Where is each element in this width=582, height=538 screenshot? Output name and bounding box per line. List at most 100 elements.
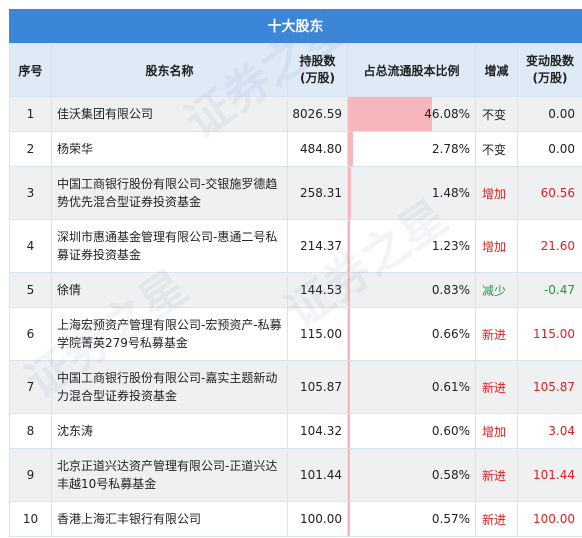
- share-ratio-cell: 1.48%: [347, 166, 476, 220]
- shareholder-name: 深圳市惠通基金管理有限公司-惠通二号私募证券投资基金: [51, 219, 288, 273]
- share-ratio-text: 0.60%: [431, 424, 470, 438]
- holding-shares: 105.87: [287, 360, 348, 414]
- shareholder-name: 杨荣华: [51, 131, 288, 167]
- shareholder-name: 中国工商银行股份有限公司-交银施罗德趋势优先混合型证券投资基金: [51, 166, 288, 220]
- change-amount: 0.00: [517, 96, 582, 132]
- change-amount: 21.60: [517, 219, 582, 273]
- share-ratio-cell: 46.08%: [347, 96, 476, 132]
- top-ten-shareholders-panel: 十大股东 序号 股东名称 持股数 (万股) 占总流通股本比例 增减 变动股数 (…: [9, 9, 582, 537]
- holding-shares: 484.80: [287, 131, 348, 167]
- share-ratio-bar: [348, 220, 351, 272]
- share-ratio-cell: 2.78%: [347, 131, 476, 167]
- table-row: 10 香港上海汇丰银行有限公司 100.00 0.57% 新进 100.00: [9, 501, 582, 537]
- change-type: 新进: [475, 307, 518, 361]
- table-row: 5 徐倩 144.53 0.83% 减少 -0.47: [9, 272, 582, 308]
- header-chg: 增减: [475, 43, 518, 97]
- row-index: 2: [9, 131, 52, 167]
- shareholder-name: 佳沃集团有限公司: [51, 96, 288, 132]
- header-hold: 持股数 (万股): [287, 43, 348, 97]
- share-ratio-text: 2.78%: [431, 142, 470, 156]
- change-amount: -0.47: [517, 272, 582, 308]
- row-index: 9: [9, 448, 52, 502]
- share-ratio-bar: [348, 308, 350, 360]
- table-row: 6 上海宏预资产管理有限公司-宏预资产-私募学院菁英279号私募基金 115.00 0…: [9, 307, 582, 361]
- table-row: 9 北京正道兴达资产管理有限公司-正道兴达丰越10号私募基金 101.44 0.58%…: [9, 448, 582, 502]
- change-amount: 101.44: [517, 448, 582, 502]
- share-ratio-cell: 0.83%: [347, 272, 476, 308]
- header-no: 序号: [9, 43, 52, 97]
- table-row: 4 深圳市惠通基金管理有限公司-惠通二号私募证券投资基金 214.37 1.23% 增加…: [9, 219, 582, 273]
- share-ratio-cell: 0.57%: [347, 501, 476, 537]
- share-ratio-text: 1.23%: [431, 239, 470, 253]
- row-index: 3: [9, 166, 52, 220]
- shareholders-table: 序号 股东名称 持股数 (万股) 占总流通股本比例 增减 变动股数 (万股) 1…: [9, 43, 582, 537]
- row-index: 8: [9, 413, 52, 449]
- share-ratio-bar: [348, 502, 350, 536]
- change-type: 不变: [475, 96, 518, 132]
- holding-shares: 258.31: [287, 166, 348, 220]
- change-amount: 3.04: [517, 413, 582, 449]
- table-row: 8 沈东涛 104.32 0.60% 增加 3.04: [9, 413, 582, 449]
- table-header-row: 序号 股东名称 持股数 (万股) 占总流通股本比例 增减 变动股数 (万股): [9, 43, 582, 97]
- table-row: 3 中国工商银行股份有限公司-交银施罗德趋势优先混合型证券投资基金 258.31 1.…: [9, 166, 582, 220]
- change-type: 新进: [475, 360, 518, 414]
- change-type: 减少: [475, 272, 518, 308]
- share-ratio-cell: 0.66%: [347, 307, 476, 361]
- share-ratio-bar: [348, 97, 432, 131]
- change-type: 不变: [475, 131, 518, 167]
- change-type: 增加: [475, 166, 518, 220]
- panel-title: 十大股东: [9, 9, 582, 43]
- share-ratio-text: 0.61%: [431, 380, 470, 394]
- table-row: 2 杨荣华 484.80 2.78% 不变 0.00: [9, 131, 582, 167]
- share-ratio-cell: 0.58%: [347, 448, 476, 502]
- row-index: 5: [9, 272, 52, 308]
- shareholder-name: 徐倩: [51, 272, 288, 308]
- row-index: 1: [9, 96, 52, 132]
- holding-shares: 144.53: [287, 272, 348, 308]
- shareholder-name: 香港上海汇丰银行有限公司: [51, 501, 288, 537]
- share-ratio-text: 1.48%: [431, 186, 470, 200]
- share-ratio-bar: [348, 167, 351, 219]
- change-type: 新进: [475, 448, 518, 502]
- holding-shares: 214.37: [287, 219, 348, 273]
- shareholder-name: 上海宏预资产管理有限公司-宏预资产-私募学院菁英279号私募基金: [51, 307, 288, 361]
- row-index: 4: [9, 219, 52, 273]
- share-ratio-bar: [348, 414, 350, 448]
- change-type: 增加: [475, 219, 518, 273]
- row-index: 10: [9, 501, 52, 537]
- shareholder-name: 沈东涛: [51, 413, 288, 449]
- share-ratio-text: 0.57%: [431, 512, 470, 526]
- share-ratio-bar: [348, 273, 350, 307]
- row-index: 7: [9, 360, 52, 414]
- shareholder-name: 中国工商银行股份有限公司-嘉实主题新动力混合型证券投资基金: [51, 360, 288, 414]
- share-ratio-cell: 0.61%: [347, 360, 476, 414]
- share-ratio-bar: [348, 132, 354, 166]
- change-type: 增加: [475, 413, 518, 449]
- share-ratio-text: 0.83%: [431, 283, 470, 297]
- change-amount: 60.56: [517, 166, 582, 220]
- table-row: 1 佳沃集团有限公司 8026.59 46.08% 不变 0.00: [9, 96, 582, 132]
- share-ratio-cell: 0.60%: [347, 413, 476, 449]
- share-ratio-bar: [348, 449, 350, 501]
- holding-shares: 104.32: [287, 413, 348, 449]
- row-index: 6: [9, 307, 52, 361]
- share-ratio-text: 46.08%: [424, 107, 470, 121]
- change-amount: 100.00: [517, 501, 582, 537]
- table-row: 7 中国工商银行股份有限公司-嘉实主题新动力混合型证券投资基金 105.87 0.61…: [9, 360, 582, 414]
- header-amt: 变动股数 (万股): [517, 43, 582, 97]
- share-ratio-text: 0.66%: [431, 327, 470, 341]
- holding-shares: 8026.59: [287, 96, 348, 132]
- header-pct: 占总流通股本比例: [347, 43, 476, 97]
- share-ratio-bar: [348, 361, 350, 413]
- share-ratio-cell: 1.23%: [347, 219, 476, 273]
- change-amount: 115.00: [517, 307, 582, 361]
- share-ratio-text: 0.58%: [431, 468, 470, 482]
- shareholder-name: 北京正道兴达资产管理有限公司-正道兴达丰越10号私募基金: [51, 448, 288, 502]
- change-amount: 0.00: [517, 131, 582, 167]
- header-name: 股东名称: [51, 43, 288, 97]
- holding-shares: 100.00: [287, 501, 348, 537]
- holding-shares: 115.00: [287, 307, 348, 361]
- holding-shares: 101.44: [287, 448, 348, 502]
- change-amount: 105.87: [517, 360, 582, 414]
- change-type: 新进: [475, 501, 518, 537]
